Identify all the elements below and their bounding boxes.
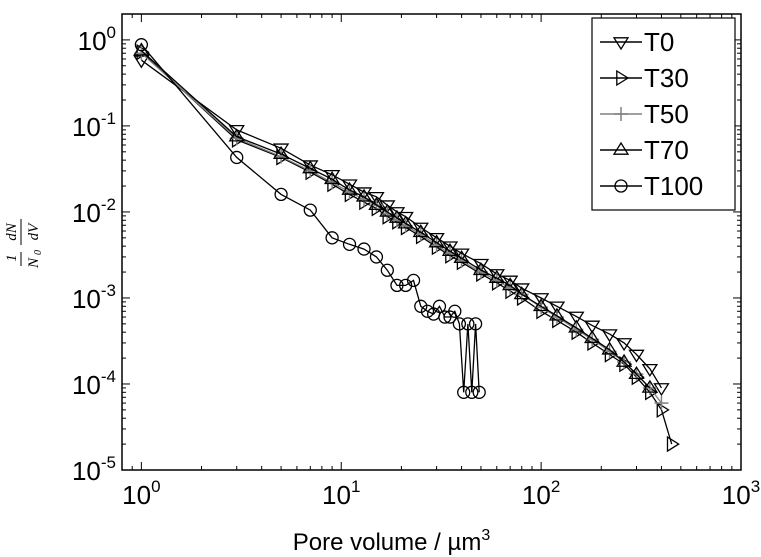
y-label-num-left: 1 [4,254,20,262]
x-tick-label: 103 [722,477,760,510]
y-label-den-left-sub: 0 [33,250,44,255]
legend-item-t50-label: T50 [644,99,689,129]
legend-item-t30-label: T30 [644,63,689,93]
legend: T0 T30 T50 T70 T100 [592,18,735,210]
series-t0-point [643,365,657,376]
series-t30-point [537,304,548,318]
y-axis-label: 1 N 0 dN dV [4,219,44,269]
y-tick-label: 10-1 [72,109,116,142]
y-label-den-left: N [26,257,42,269]
x-tick-label: 102 [522,477,560,510]
y-tick-label: 100 [78,23,116,56]
x-axis-label-text: Pore volume / µm [293,529,482,556]
x-tick-label: 101 [322,477,360,510]
y-tick-label: 10-5 [72,453,116,486]
legend-item-t100-label: T100 [644,171,703,201]
y-label-den-right: dV [26,222,42,241]
y-tick-label: 10-2 [72,195,116,228]
legend-item-t70-label: T70 [644,135,689,165]
x-tick-label: 100 [122,477,160,510]
series-t30-point [667,437,678,451]
legend-item-t0-label: T0 [644,27,674,57]
y-tick-label: 10-4 [72,367,116,400]
y-label-num-right: dN [4,222,20,241]
x-axis-label: Pore volume / µm3 [293,527,491,556]
x-axis-label-sup: 3 [481,527,490,544]
svg-text:Pore volume / µm3: Pore volume / µm3 [293,527,491,556]
series-t70 [134,44,656,392]
y-tick-label: 10-3 [72,281,116,314]
